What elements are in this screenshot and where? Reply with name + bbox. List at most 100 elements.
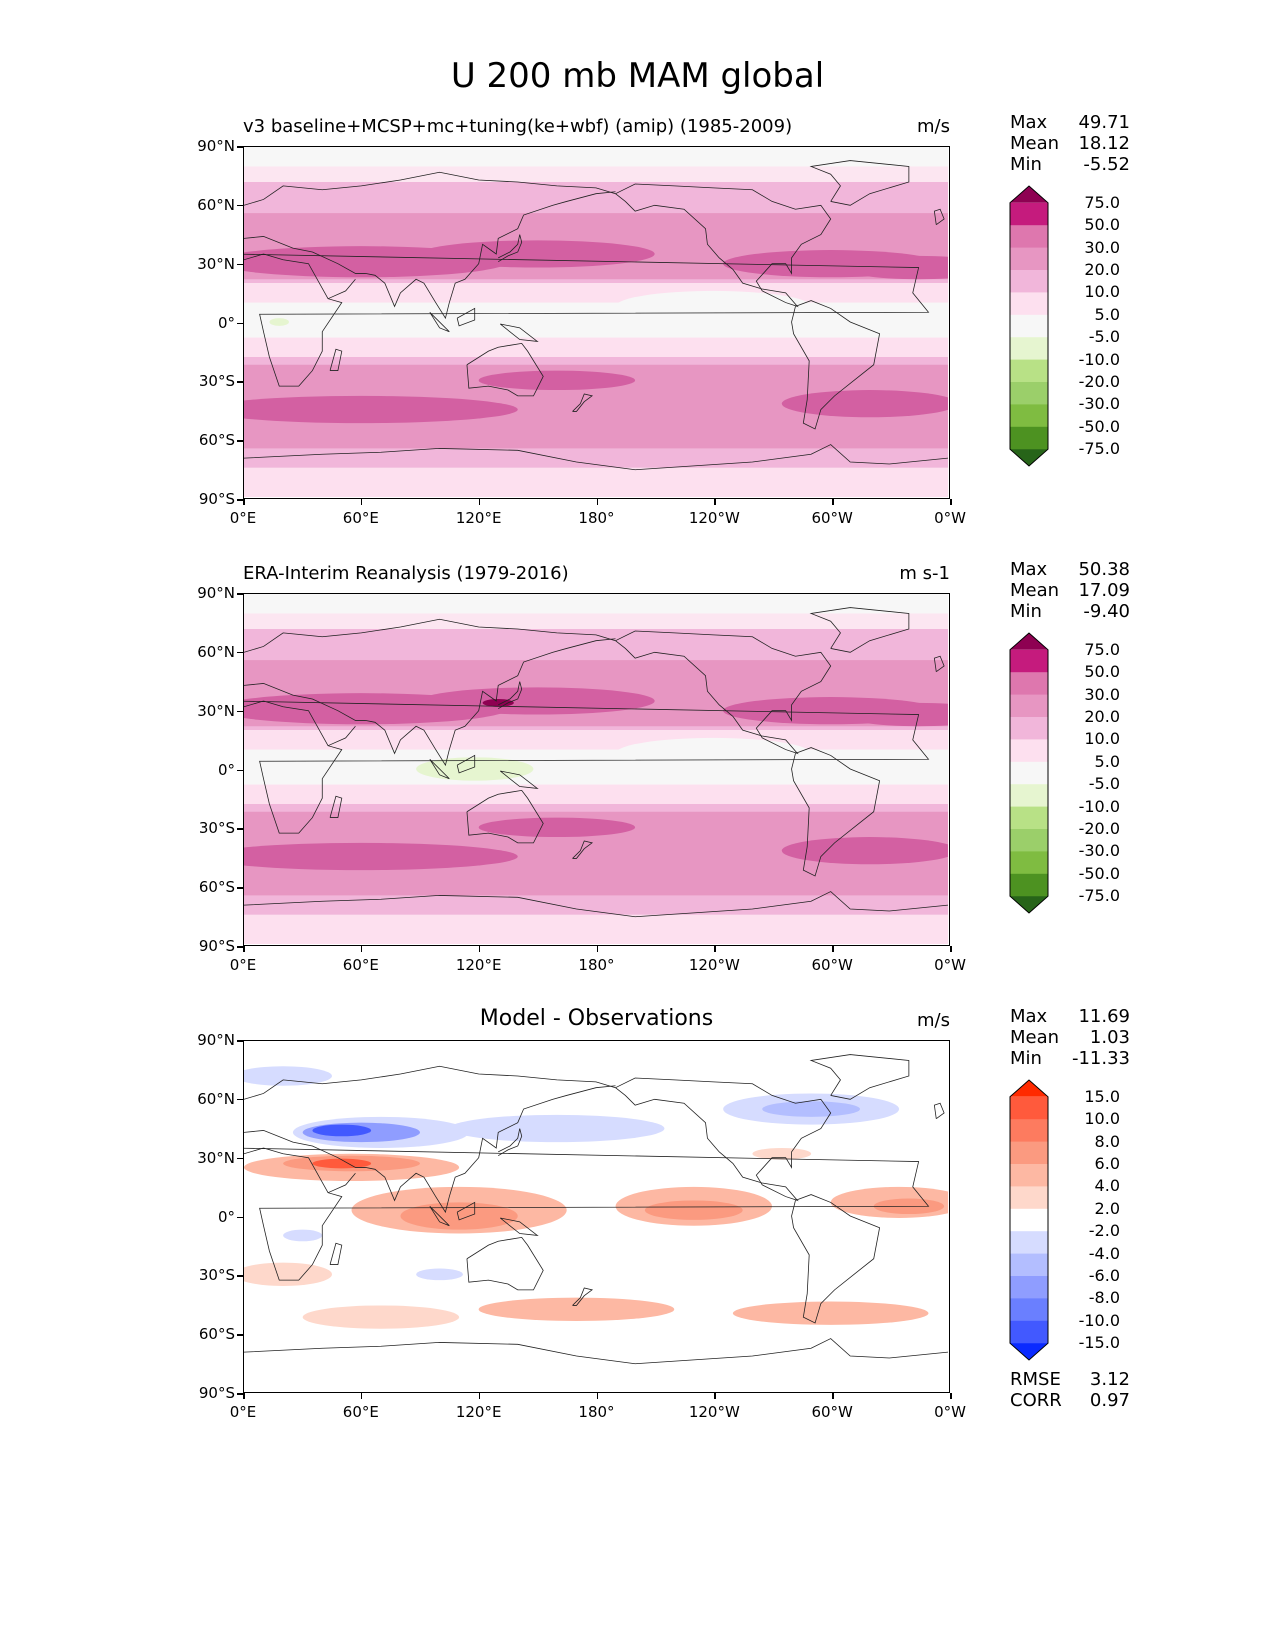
x-tick-label: 60°W <box>811 509 853 527</box>
colorbar-tick-label: 75.0 <box>1084 192 1120 212</box>
stat-label: Min <box>1010 1048 1042 1069</box>
easterly-region <box>615 290 812 322</box>
coastline <box>243 638 616 767</box>
y-tick-mark <box>237 381 243 383</box>
y-tick-label: 30°S <box>198 819 235 838</box>
x-tick-mark <box>596 499 598 505</box>
colorbar-segment <box>1010 1253 1048 1277</box>
x-tick-label: 0°E <box>229 956 257 974</box>
coastline <box>933 655 945 673</box>
colorbar-tick-label: -8.0 <box>1088 1288 1120 1308</box>
x-tick-mark <box>832 946 834 952</box>
x-tick-mark <box>360 946 363 952</box>
y-tick-label: 90°S <box>198 490 235 508</box>
stat-value: 3.12 <box>1089 1369 1130 1390</box>
colorbar-tick-label: 50.0 <box>1084 215 1120 235</box>
colorbar-tick-label: 6.0 <box>1094 1154 1120 1173</box>
jet-core <box>781 837 958 865</box>
x-tick-mark <box>950 946 952 952</box>
x-tick-mark <box>832 499 834 505</box>
colorbar <box>1009 185 1049 467</box>
y-tick-mark <box>237 946 243 948</box>
colorbar-tick-label: 5.0 <box>1094 304 1120 324</box>
colorbar-tick-label: 20.0 <box>1084 707 1120 726</box>
colorbar-tick-label: 30.0 <box>1084 684 1120 704</box>
colorbar-extend-top <box>1010 186 1048 203</box>
colorbar-segment <box>1010 806 1048 830</box>
panel-title: v3 baseline+MCSP+mc+tuning(ke+wbf) (amip… <box>243 116 793 137</box>
colorbar-outline <box>1009 185 1049 467</box>
jet-core <box>420 240 655 268</box>
x-tick-mark <box>714 946 716 952</box>
map-plot <box>204 146 997 499</box>
stat-value: -9.40 <box>1083 601 1130 622</box>
jet-core <box>420 687 655 715</box>
y-tick-mark <box>237 769 243 771</box>
jet-core <box>781 390 958 418</box>
figure-title: U 200 mb MAM global <box>450 56 825 96</box>
y-tick-mark <box>237 1040 243 1042</box>
x-tick-label: 180° <box>578 509 615 527</box>
colorbar-outline <box>1009 1079 1049 1361</box>
x-tick-label: 60°W <box>811 956 853 974</box>
stat-label: Mean <box>1010 580 1060 601</box>
coastline <box>809 160 910 206</box>
stat-label: Max <box>1010 112 1048 133</box>
x-tick-mark <box>243 946 245 952</box>
coastline <box>243 444 949 471</box>
panel-title: ERA-Interim Reanalysis (1979-2016) <box>243 563 569 584</box>
colorbar-outline <box>1009 632 1049 914</box>
y-tick-label: 30°N <box>197 701 235 720</box>
colorbar-segment <box>1010 1320 1048 1344</box>
coastline <box>329 348 343 371</box>
colorbar-extend-bottom <box>1010 896 1048 913</box>
jet-core <box>204 395 518 424</box>
x-tick-mark <box>950 1393 952 1399</box>
x-tick-label: 0°E <box>229 509 257 527</box>
colorbar-tick-label: -50.0 <box>1078 863 1120 883</box>
x-tick-mark <box>832 1393 834 1399</box>
colorbar-extend-bottom <box>1010 1343 1048 1360</box>
anomaly-region <box>302 1305 460 1329</box>
anomaly-region <box>312 1158 372 1169</box>
colorbar-tick-label: -10.0 <box>1078 1310 1120 1330</box>
colorbar-tick-label: -5.0 <box>1088 774 1120 794</box>
stat-label: Mean <box>1010 133 1060 154</box>
colorbar-tick-label: -30.0 <box>1078 394 1120 414</box>
x-tick-label: 60°E <box>342 956 379 974</box>
coastline <box>933 1102 945 1120</box>
contour-band <box>244 166 948 182</box>
y-tick-mark <box>237 1216 243 1218</box>
y-tick-mark <box>237 1334 243 1336</box>
x-tick-mark <box>596 1393 598 1399</box>
colorbar-tick-label: -15.0 <box>1078 1333 1120 1353</box>
contour-band <box>244 914 948 944</box>
colorbar-segment <box>1010 739 1048 763</box>
x-tick-mark <box>360 1393 363 1399</box>
coastline <box>791 747 881 877</box>
x-tick-label: 0°E <box>229 1403 257 1421</box>
colorbar-tick-label: -2.0 <box>1088 1221 1120 1241</box>
anomaly-region <box>449 1114 665 1143</box>
y-tick-mark <box>237 146 243 148</box>
coastline <box>615 630 832 755</box>
contour-band <box>244 784 948 804</box>
colorbar-segment <box>1010 717 1048 740</box>
colorbar-segment <box>1010 426 1048 450</box>
coastline <box>791 1194 881 1324</box>
coastline <box>615 183 832 308</box>
map-field <box>232 1041 968 1391</box>
y-tick-label: 60°S <box>198 878 235 897</box>
x-tick-mark <box>478 499 481 505</box>
x-tick-label: 180° <box>578 956 615 974</box>
coastline <box>498 681 523 710</box>
x-tick-label: 0°W <box>934 956 966 974</box>
colorbar-tick-label: 10.0 <box>1084 729 1120 749</box>
stat-value: 18.12 <box>1078 133 1130 154</box>
colorbar-segment <box>1010 761 1048 785</box>
anomaly-region <box>762 1101 860 1117</box>
colorbar-tick-label: -6.0 <box>1088 1266 1120 1285</box>
colorbar-tick-label: -75.0 <box>1078 439 1120 459</box>
colorbar-segment <box>1010 649 1048 673</box>
x-tick-mark <box>950 499 952 505</box>
